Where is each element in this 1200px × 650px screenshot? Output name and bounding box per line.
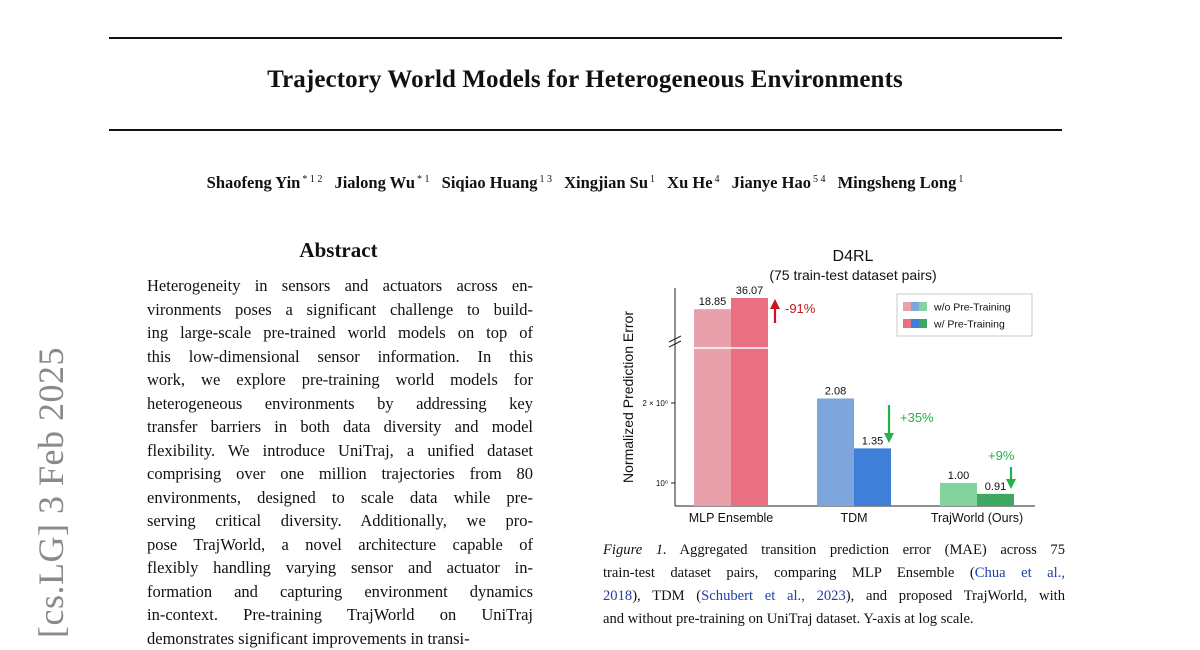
abstract-line: pose TrajWorld, a novel architecture cap… bbox=[147, 533, 533, 557]
author-name: Siqiao Huang bbox=[442, 173, 538, 192]
change-label: +9% bbox=[988, 448, 1015, 463]
chart-subtitle: (75 train-test dataset pairs) bbox=[769, 267, 936, 283]
author-affiliation: * 1 2 bbox=[302, 174, 322, 185]
bar bbox=[977, 494, 1014, 506]
bar bbox=[694, 309, 731, 506]
abstract-line: serving critical diversity. Additionally… bbox=[147, 509, 533, 533]
author-affiliation: 1 bbox=[650, 174, 655, 185]
abstract-body: Heterogeneity in sensors and actuators a… bbox=[147, 274, 533, 650]
abstract-line: transfer barriers in both data diversity… bbox=[147, 415, 533, 439]
caption-line: Figure 1. Aggregated transition predicti… bbox=[603, 539, 1065, 562]
bar-value-label: 2.08 bbox=[825, 385, 846, 397]
abstract-line: flexibly handling varying sensor and act… bbox=[147, 556, 533, 580]
legend-label: w/ Pre-Training bbox=[933, 319, 1005, 331]
bar bbox=[817, 398, 854, 506]
citation-link[interactable]: Schubert et al., 2023 bbox=[701, 588, 846, 604]
abstract-line: demonstrates significant improvements in… bbox=[147, 627, 533, 650]
legend-swatch bbox=[903, 319, 911, 328]
chart-title: D4RL bbox=[833, 248, 874, 265]
author-affiliation: 1 bbox=[958, 174, 963, 185]
legend-swatch bbox=[919, 302, 927, 311]
abstract-line: comprising over one million trajectories… bbox=[147, 462, 533, 486]
y-tick-label: 10⁰ bbox=[656, 479, 668, 488]
author-affiliation: 4 bbox=[715, 174, 720, 185]
bar bbox=[940, 483, 977, 506]
author: Shaofeng Yin* 1 2 bbox=[207, 173, 323, 192]
change-label: -91% bbox=[785, 301, 816, 316]
y-tick-label: 2 × 10⁰ bbox=[642, 399, 668, 408]
change-arrow-head bbox=[1006, 479, 1016, 489]
author-affiliation: 5 4 bbox=[813, 174, 826, 185]
abstract-line: ing large-scale pre-trained world models… bbox=[147, 321, 533, 345]
author-name: Jianye Hao bbox=[732, 173, 811, 192]
paper-title: Trajectory World Models for Heterogeneou… bbox=[0, 66, 1170, 94]
bar bbox=[854, 448, 891, 506]
author-name: Xingjian Su bbox=[564, 173, 648, 192]
legend-swatch bbox=[919, 319, 927, 328]
figure-label: Figure 1. bbox=[603, 542, 667, 558]
x-tick-label: TDM bbox=[840, 511, 867, 525]
bottom-rule bbox=[109, 129, 1062, 131]
citation-link[interactable]: Chua et al., bbox=[975, 565, 1065, 581]
caption-line: 2018), TDM (Schubert et al., 2023), and … bbox=[603, 585, 1065, 608]
legend-swatch bbox=[903, 302, 911, 311]
bar-value-label: 0.91 bbox=[985, 481, 1006, 493]
abstract-line: in-context. Pre-training TrajWorld on Un… bbox=[147, 603, 533, 627]
abstract-heading: Abstract bbox=[146, 238, 531, 263]
bar-value-label: 1.35 bbox=[862, 435, 883, 447]
caption-line: and without pre-training on UniTraj data… bbox=[603, 608, 1065, 631]
arxiv-identifier: [cs.LG] 3 Feb 2025 bbox=[30, 308, 72, 638]
caption-text: ), and proposed TrajWorld, with bbox=[846, 588, 1065, 604]
change-arrow-head bbox=[884, 433, 894, 443]
legend-swatch bbox=[911, 302, 919, 311]
figure-caption: Figure 1. Aggregated transition predicti… bbox=[603, 539, 1065, 631]
author-affiliation: * 1 bbox=[417, 174, 430, 185]
caption-text: ), TDM ( bbox=[632, 588, 701, 604]
top-rule bbox=[109, 37, 1062, 39]
abstract-line: heterogeneous environments by addressing… bbox=[147, 392, 533, 416]
change-arrow-head bbox=[770, 299, 780, 309]
citation-link[interactable]: 2018 bbox=[603, 588, 632, 604]
author-name: Xu He bbox=[667, 173, 712, 192]
author: Jialong Wu* 1 bbox=[334, 173, 429, 192]
author-name: Shaofeng Yin bbox=[207, 173, 301, 192]
author-name: Jialong Wu bbox=[334, 173, 415, 192]
abstract-line: formation and capturing environment dyna… bbox=[147, 580, 533, 604]
legend-label: w/o Pre-Training bbox=[933, 302, 1011, 314]
caption-text: train-test dataset pairs, comparing MLP … bbox=[603, 565, 975, 581]
abstract-line: environments, designed to scale data whi… bbox=[147, 486, 533, 510]
abstract-line: this low-dimensional sensor information.… bbox=[147, 345, 533, 369]
change-label: +35% bbox=[900, 410, 934, 425]
caption-line: train-test dataset pairs, comparing MLP … bbox=[603, 562, 1065, 585]
abstract-line: work, we explore pre-training world mode… bbox=[147, 368, 533, 392]
bar-value-label: 18.85 bbox=[699, 296, 727, 308]
x-tick-label: MLP Ensemble bbox=[689, 511, 774, 525]
x-tick-label: TrajWorld (Ours) bbox=[931, 511, 1023, 525]
bar-value-label: 1.00 bbox=[948, 470, 969, 482]
bar-value-label: 36.07 bbox=[736, 285, 764, 297]
author-name: Mingsheng Long bbox=[838, 173, 957, 192]
author-affiliation: 1 3 bbox=[540, 174, 553, 185]
y-axis-label: Normalized Prediction Error bbox=[620, 311, 636, 483]
abstract-line: flexibility. We introduce UniTraj, a uni… bbox=[147, 439, 533, 463]
caption-text: Aggregated transition prediction error (… bbox=[667, 542, 1065, 558]
error-bar-chart: D4RL (75 train-test dataset pairs) 10⁰ 2 × … bbox=[603, 243, 1063, 533]
abstract-line: Heterogeneity in sensors and actuators a… bbox=[147, 274, 533, 298]
legend-swatch bbox=[911, 319, 919, 328]
abstract-line: vironments poses a significant challenge… bbox=[147, 298, 533, 322]
author-list: Shaofeng Yin* 1 2 Jialong Wu* 1 Siqiao H… bbox=[0, 173, 1170, 193]
bar bbox=[731, 298, 768, 506]
